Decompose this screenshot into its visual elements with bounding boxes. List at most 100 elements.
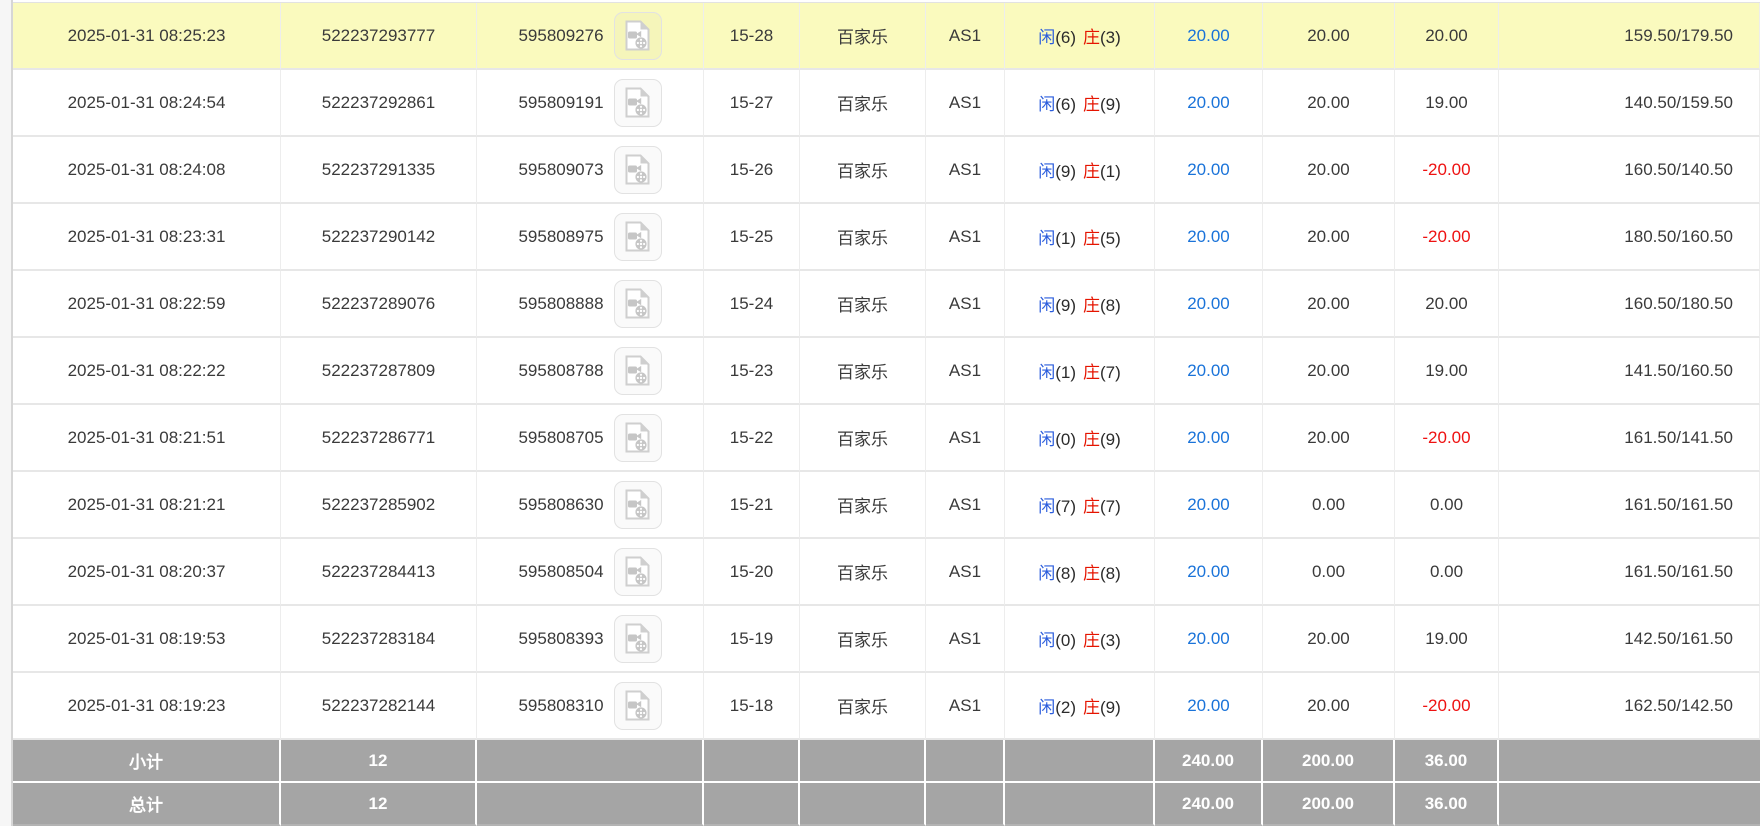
valid-bet-amount: 20.00: [1263, 606, 1395, 673]
game-type: 百家乐: [800, 3, 926, 70]
video-file-icon: [625, 355, 650, 386]
round-number: 15-26: [704, 137, 800, 204]
bet-amount-link[interactable]: 20.00: [1155, 271, 1263, 338]
summary-empty-cell: [704, 740, 800, 783]
table-row: 2025-01-31 08:19:23 522237282144 5958083…: [13, 673, 1760, 740]
game-number: 595809073: [518, 159, 604, 179]
order-number: 522237293777: [281, 3, 477, 70]
bet-amount-link[interactable]: 20.00: [1155, 70, 1263, 137]
valid-bet-amount: 0.00: [1263, 472, 1395, 539]
video-replay-button[interactable]: [613, 279, 662, 328]
video-file-icon: [625, 87, 650, 118]
player-score: (8): [1055, 564, 1076, 583]
table-code: AS1: [926, 405, 1005, 472]
summary-empty-cell: [1005, 783, 1155, 826]
player-score: (7): [1055, 497, 1076, 516]
summary-empty-cell: [1499, 783, 1760, 826]
game-number: 595808788: [518, 360, 604, 380]
summary-label: 总计: [13, 783, 281, 826]
video-replay-button[interactable]: [613, 480, 662, 529]
summary-empty-cell: [477, 740, 704, 783]
game-type: 百家乐: [800, 271, 926, 338]
bet-amount-link[interactable]: 20.00: [1155, 606, 1263, 673]
round-number: 15-28: [704, 3, 800, 70]
summary-valid-total: 200.00: [1263, 740, 1395, 783]
video-replay-button[interactable]: [613, 547, 662, 596]
bet-amount-link[interactable]: 20.00: [1155, 204, 1263, 271]
win-loss-amount: 19.00: [1395, 338, 1499, 405]
player-label: 闲: [1038, 564, 1056, 583]
balance-before-after: 162.50/142.50: [1499, 673, 1760, 740]
bet-time: 2025-01-31 08:21:21: [13, 472, 281, 539]
video-replay-button[interactable]: [613, 11, 662, 60]
table-row: 2025-01-31 08:22:59 522237289076 5958088…: [13, 271, 1760, 338]
round-number: 15-22: [704, 405, 800, 472]
balance-before-after: 161.50/161.50: [1499, 472, 1760, 539]
bet-amount-link[interactable]: 20.00: [1155, 338, 1263, 405]
player-label: 闲: [1038, 296, 1056, 315]
bet-time: 2025-01-31 08:20:37: [13, 539, 281, 606]
game-type: 百家乐: [800, 338, 926, 405]
video-replay-button[interactable]: [613, 614, 662, 663]
video-replay-button[interactable]: [613, 145, 662, 194]
summary-empty-cell: [800, 783, 926, 826]
bet-amount-link[interactable]: 20.00: [1155, 472, 1263, 539]
round-number: 15-27: [704, 70, 800, 137]
summary-empty-cell: [1499, 740, 1760, 783]
table-code: AS1: [926, 606, 1005, 673]
balance-before-after: 160.50/140.50: [1499, 137, 1760, 204]
player-label: 闲: [1038, 497, 1056, 516]
table-code: AS1: [926, 204, 1005, 271]
round-number: 15-23: [704, 338, 800, 405]
player-score: (1): [1055, 229, 1076, 248]
summary-bet-total: 240.00: [1155, 740, 1263, 783]
player-label: 闲: [1038, 28, 1056, 47]
summary-empty-cell: [926, 783, 1005, 826]
balance-before-after: 142.50/161.50: [1499, 606, 1760, 673]
summary-empty-cell: [477, 783, 704, 826]
win-loss-amount: -20.00: [1395, 405, 1499, 472]
table-row: 2025-01-31 08:21:51 522237286771 5958087…: [13, 405, 1760, 472]
video-replay-button[interactable]: [613, 346, 662, 395]
order-number: 522237289076: [281, 271, 477, 338]
game-number: 595809191: [518, 92, 604, 112]
video-replay-button[interactable]: [613, 413, 662, 462]
video-file-icon: [625, 288, 650, 319]
left-margin-strip: [0, 0, 13, 826]
balance-before-after: 180.50/160.50: [1499, 204, 1760, 271]
game-number-cell: 595808504: [477, 539, 704, 606]
bet-time: 2025-01-31 08:22:59: [13, 271, 281, 338]
game-result: 闲(0) 庄(9): [1005, 405, 1155, 472]
summary-winloss-total: 36.00: [1395, 740, 1499, 783]
bet-amount-link[interactable]: 20.00: [1155, 405, 1263, 472]
video-file-icon: [625, 623, 650, 654]
game-number: 595808310: [518, 695, 604, 715]
bet-amount-link[interactable]: 20.00: [1155, 3, 1263, 70]
video-replay-button[interactable]: [613, 78, 662, 127]
balance-before-after: 161.50/141.50: [1499, 405, 1760, 472]
valid-bet-amount: 20.00: [1263, 271, 1395, 338]
bet-amount-link[interactable]: 20.00: [1155, 539, 1263, 606]
banker-label: 庄: [1083, 631, 1100, 650]
win-loss-amount: 0.00: [1395, 472, 1499, 539]
video-replay-button[interactable]: [613, 681, 662, 730]
game-number-cell: 595808888: [477, 271, 704, 338]
summary-valid-total: 200.00: [1263, 783, 1395, 826]
banker-score: (8): [1100, 296, 1121, 315]
player-label: 闲: [1038, 162, 1056, 181]
player-label: 闲: [1038, 631, 1056, 650]
game-number: 595808888: [518, 293, 604, 313]
bet-time: 2025-01-31 08:19:53: [13, 606, 281, 673]
table-row: 2025-01-31 08:24:54 522237292861 5958091…: [13, 70, 1760, 137]
bet-amount-link[interactable]: 20.00: [1155, 673, 1263, 740]
player-score: (1): [1055, 363, 1076, 382]
banker-score: (7): [1100, 497, 1121, 516]
table-row: 2025-01-31 08:24:08 522237291335 5958090…: [13, 137, 1760, 204]
bet-amount-link[interactable]: 20.00: [1155, 137, 1263, 204]
game-type: 百家乐: [800, 137, 926, 204]
game-number-cell: 595808310: [477, 673, 704, 740]
video-replay-button[interactable]: [613, 212, 662, 261]
bet-time: 2025-01-31 08:19:23: [13, 673, 281, 740]
game-type: 百家乐: [800, 204, 926, 271]
